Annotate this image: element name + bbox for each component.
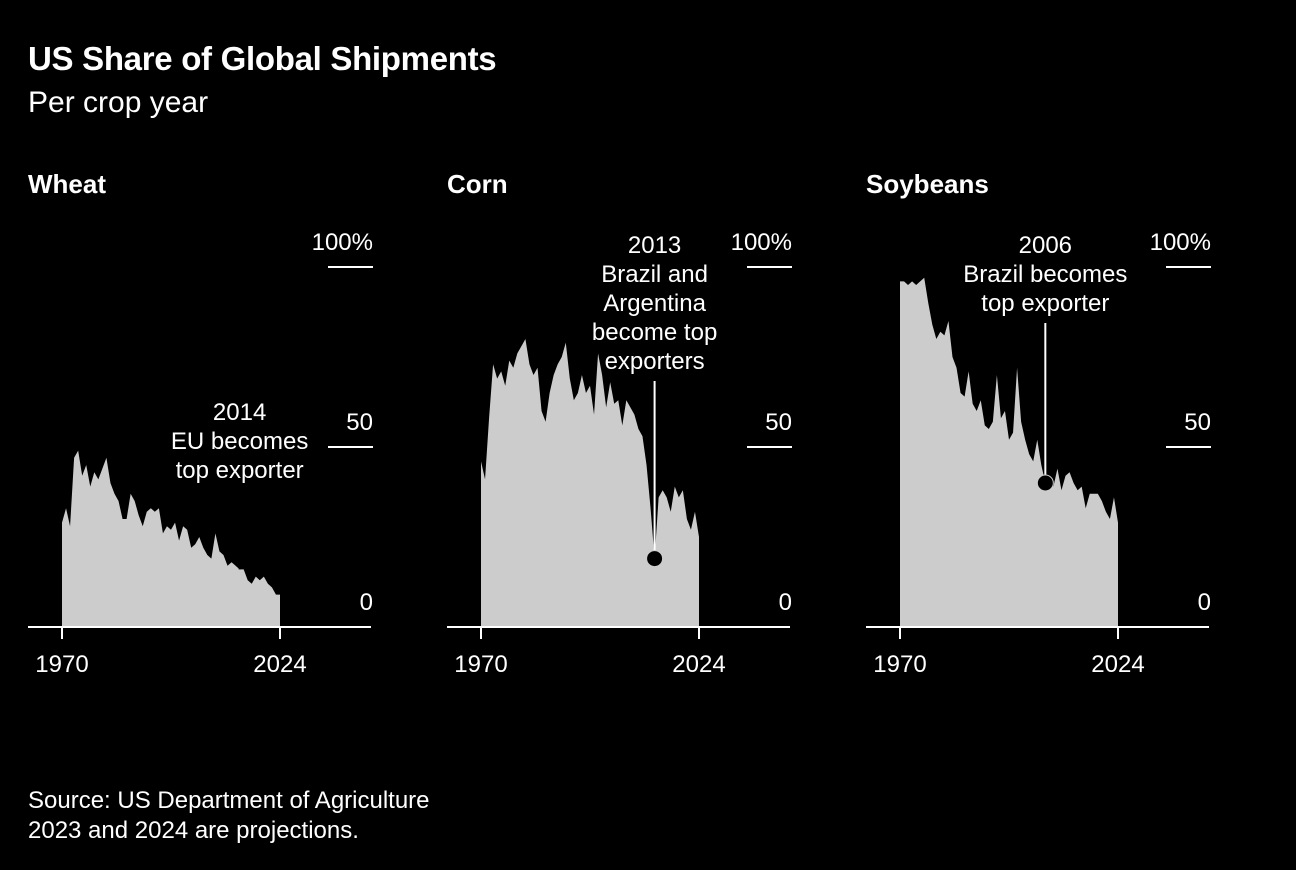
y-tick-label-0: 0 <box>1198 589 1211 616</box>
annotation-line: top exporter <box>981 290 1109 317</box>
footer-notes: Source: US Department of Agriculture 202… <box>28 786 430 846</box>
area-series <box>62 450 280 627</box>
y-tick-label-100: 100% <box>731 229 792 256</box>
y-tick-label-100: 100% <box>312 229 373 256</box>
x-tick-label-1970: 1970 <box>873 651 926 678</box>
y-tick-label-0: 0 <box>779 589 792 616</box>
x-tick-label-1970: 1970 <box>454 651 507 678</box>
y-tick-label-100: 100% <box>1150 229 1211 256</box>
y-tick-label-50: 50 <box>1184 409 1211 436</box>
area-series <box>481 339 699 627</box>
annotation-line: Brazil and <box>601 261 708 288</box>
annotation-line: Brazil becomes <box>963 261 1127 288</box>
panel-title: Wheat <box>28 169 106 199</box>
area-series <box>900 277 1118 627</box>
x-tick-label-1970: 1970 <box>35 651 88 678</box>
annotation-line: become top <box>592 319 717 346</box>
annotation-line: 2006 <box>1019 232 1072 259</box>
annotation-line: Argentina <box>603 290 706 317</box>
annotation-marker <box>1036 474 1054 492</box>
annotation-marker <box>646 550 664 568</box>
y-tick-label-0: 0 <box>360 589 373 616</box>
annotation-line: EU becomes <box>171 428 308 455</box>
annotation-line: exporters <box>605 348 705 375</box>
x-tick-label-2024: 2024 <box>1091 651 1144 678</box>
x-tick-label-2024: 2024 <box>672 651 725 678</box>
chart-title: US Share of Global Shipments <box>28 40 497 77</box>
panel-title: Corn <box>447 169 508 199</box>
panel-title: Soybeans <box>866 169 989 199</box>
x-tick-label-2024: 2024 <box>253 651 306 678</box>
y-tick-label-50: 50 <box>765 409 792 436</box>
y-tick-label-50: 50 <box>346 409 373 436</box>
source-note: Source: US Department of Agriculture <box>28 787 430 814</box>
annotation-line: 2014 <box>213 399 266 426</box>
chart-subtitle: Per crop year <box>28 86 209 119</box>
annotation-line: top exporter <box>176 457 304 484</box>
projection-note: 2023 and 2024 are projections. <box>28 817 359 844</box>
annotation-line: 2013 <box>628 232 681 259</box>
